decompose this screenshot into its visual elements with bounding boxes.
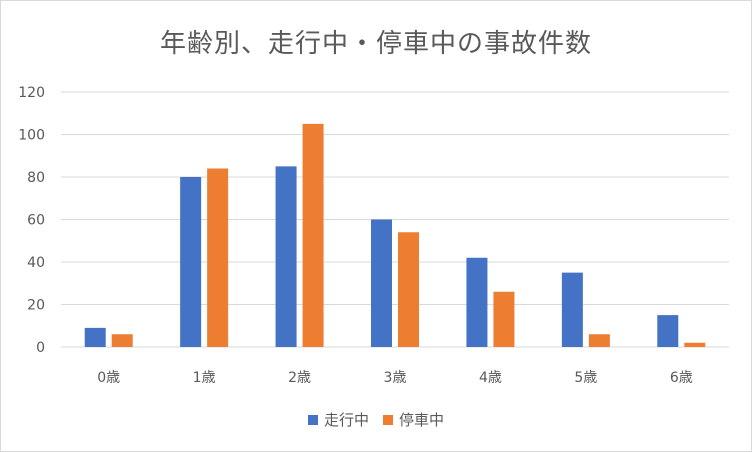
bar-series-0-4 xyxy=(466,257,488,347)
y-tick-label: 120 xyxy=(18,85,45,101)
y-tick-label: 80 xyxy=(27,170,45,186)
y-tick-label: 60 xyxy=(27,213,45,229)
bar-series-0-6 xyxy=(657,315,679,347)
bar-series-1-6 xyxy=(684,342,706,347)
legend-swatch-series-0 xyxy=(307,414,318,425)
bar-series-1-5 xyxy=(588,334,610,347)
x-tick-label: 6歳 xyxy=(670,370,693,386)
chart-legend: 走行中 停車中 xyxy=(1,409,751,430)
x-tick-label: 1歳 xyxy=(193,370,216,386)
x-tick-label: 4歳 xyxy=(479,370,502,386)
legend-label-series-0: 走行中 xyxy=(323,411,369,429)
chart-title: 年齢別、走行中・停車中の事故件数 xyxy=(159,29,592,59)
y-tick-label: 100 xyxy=(18,128,45,144)
legend-swatch-series-1 xyxy=(383,414,393,425)
bar-series-1-0 xyxy=(111,334,133,347)
bar-series-0-1 xyxy=(180,177,202,347)
bar-series-1-3 xyxy=(398,232,419,347)
legend-item-series-0: 走行中 xyxy=(307,409,369,430)
y-tick-label: 40 xyxy=(27,255,45,271)
x-tick-label: 0歳 xyxy=(97,370,120,386)
bar-series-0-3 xyxy=(371,219,392,347)
legend-item-series-1: 停車中 xyxy=(383,409,444,430)
y-tick-label: 0 xyxy=(36,340,45,356)
bar-series-1-4 xyxy=(493,291,515,347)
x-tick-label: 5歳 xyxy=(574,370,597,386)
bar-series-0-5 xyxy=(561,272,583,347)
bar-series-0-0 xyxy=(84,327,106,347)
bar-series-1-2 xyxy=(302,123,324,347)
bar-series-1-1 xyxy=(207,168,229,347)
legend-label-series-1: 停車中 xyxy=(399,411,445,429)
y-tick-label: 20 xyxy=(27,298,45,314)
x-tick-label: 3歳 xyxy=(384,370,407,386)
x-tick-label: 2歳 xyxy=(288,370,311,386)
bar-series-0-2 xyxy=(275,166,297,347)
